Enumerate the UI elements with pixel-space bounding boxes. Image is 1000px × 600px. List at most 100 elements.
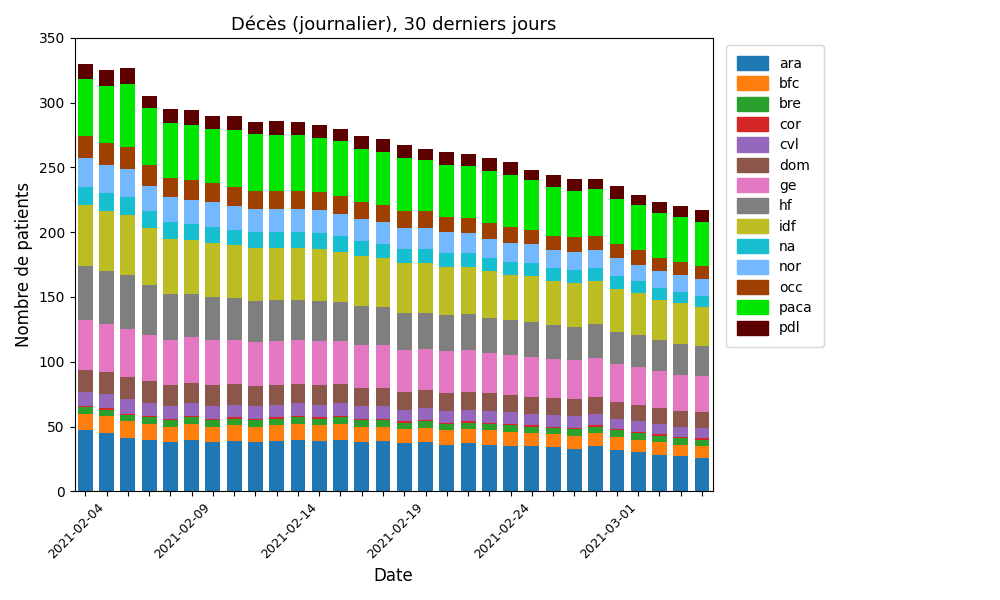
Bar [312,137,327,192]
Bar [439,253,454,267]
Bar [610,450,624,491]
Bar [524,244,539,263]
Bar [78,205,93,266]
Bar [524,413,539,425]
Bar [482,422,497,424]
Bar [184,181,199,200]
Bar [78,136,93,158]
Bar [333,384,348,403]
Bar [546,325,561,359]
Bar [461,350,476,392]
Bar [269,385,284,404]
Bar [418,421,433,428]
Bar [418,442,433,491]
Bar [184,240,199,295]
Bar [205,442,220,491]
Bar [248,419,263,420]
Bar [461,166,476,218]
Bar [291,403,305,416]
Bar [142,108,157,165]
Bar [205,116,220,128]
Bar [546,447,561,491]
Bar [503,175,518,227]
Bar [163,295,178,340]
Bar [184,110,199,125]
Bar [418,409,433,420]
Bar [652,409,667,424]
Bar [439,393,454,411]
Bar [503,355,518,395]
Bar [673,275,688,292]
Bar [78,320,93,370]
Bar [461,314,476,350]
Bar [99,416,114,433]
Bar [652,202,667,213]
Bar [418,313,433,349]
Bar [227,187,242,206]
Bar [524,427,539,433]
Bar [376,244,390,258]
Bar [376,152,390,205]
Bar [695,412,709,428]
Bar [227,419,242,425]
Bar [397,410,412,421]
Bar [610,258,624,276]
Bar [376,139,390,152]
Bar [439,232,454,253]
Bar [333,440,348,491]
Bar [269,425,284,441]
Bar [695,279,709,296]
Bar [205,427,220,442]
Bar [631,367,646,404]
Bar [397,443,412,491]
Bar [482,258,497,271]
Bar [567,429,582,436]
Bar [354,406,369,419]
Bar [631,421,646,432]
Bar [418,263,433,313]
Bar [503,412,518,424]
Bar [652,434,667,436]
Bar [184,200,199,224]
Bar [461,253,476,267]
Bar [312,418,327,419]
Bar [695,307,709,346]
Bar [99,410,114,416]
Bar [567,416,582,428]
Bar [354,388,369,406]
Bar [439,267,454,315]
Bar [418,211,433,229]
Bar [567,179,582,191]
Bar [418,249,433,263]
Bar [78,430,93,491]
Bar [588,268,603,281]
Bar [397,158,412,211]
Bar [652,340,667,371]
Bar [142,211,157,229]
Bar [142,418,157,424]
Bar [461,267,476,314]
Bar [291,384,305,403]
Bar [397,229,412,249]
Bar [673,375,688,411]
Bar [333,236,348,251]
Bar [120,329,135,377]
Bar [652,424,667,434]
Bar [631,293,646,335]
Bar [142,440,157,491]
Bar [461,233,476,253]
Bar [631,250,646,265]
Bar [291,209,305,232]
Bar [227,206,242,230]
Bar [227,384,242,404]
Bar [418,149,433,160]
Bar [205,128,220,183]
Bar [99,193,114,211]
Bar [78,64,93,79]
Bar [163,239,178,295]
Bar [184,403,199,416]
Bar [631,452,646,491]
Bar [248,343,263,386]
Bar [78,370,93,392]
Bar [248,442,263,491]
